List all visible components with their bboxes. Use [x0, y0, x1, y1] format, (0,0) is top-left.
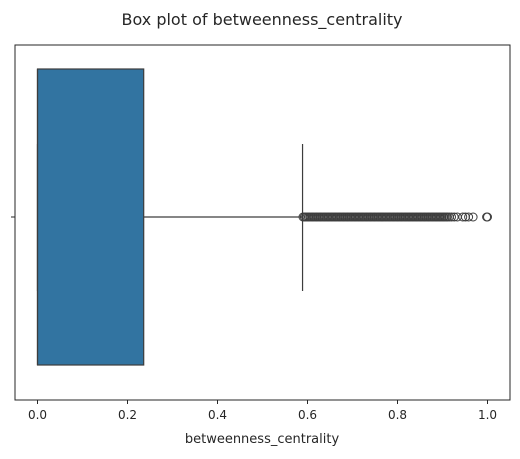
x-tick-label: 0.6 [298, 408, 317, 422]
x-axis-label: betweenness_centrality [185, 432, 340, 447]
x-tick-label: 0.2 [118, 408, 137, 422]
x-tick-label: 0.8 [388, 408, 407, 422]
plot-area: 0.0 0.2 0.4 0.6 0.8 1.0 [11, 45, 510, 422]
chart-title: Box plot of betweenness_centrality [122, 10, 403, 30]
iqr-box [38, 69, 144, 365]
x-tick-label: 0.4 [208, 408, 227, 422]
x-tick-label: 1.0 [478, 408, 497, 422]
x-tick-label: 0.0 [28, 408, 47, 422]
